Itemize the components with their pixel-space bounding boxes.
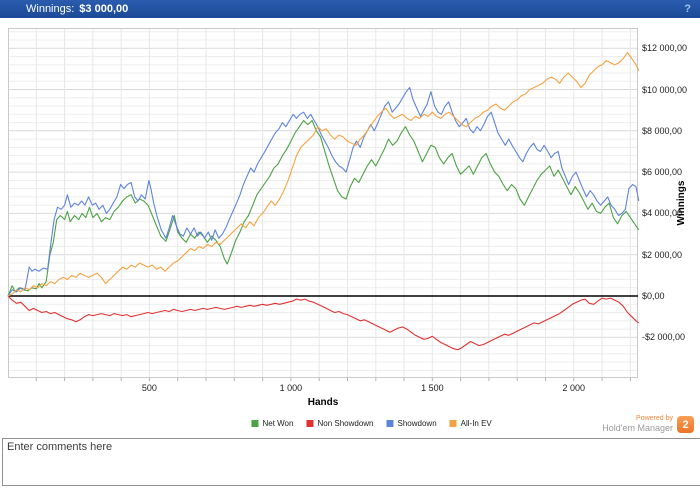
legend-label: Non Showdown <box>317 419 374 428</box>
legend-label: Showdown <box>397 419 437 428</box>
winnings-title-label: Winnings: <box>26 3 75 15</box>
x-tick-label: 1 500 <box>421 383 444 393</box>
help-icon[interactable]: ? <box>684 3 691 15</box>
legend-item[interactable]: Net Won <box>251 419 293 428</box>
legend: Net Won Non Showdown Showdown All-In EV <box>251 419 492 428</box>
y-tick-label: $6 000,00 <box>642 167 683 178</box>
comments-input[interactable]: Enter comments here <box>2 438 700 486</box>
legend-swatch-icon <box>449 420 457 427</box>
x-axis-title: Hands <box>307 397 339 408</box>
title-bar: Winnings: $3 000,00 ? <box>0 0 700 18</box>
legend-swatch-icon <box>251 420 259 427</box>
legend-label: Net Won <box>262 419 294 428</box>
series-non-showdown <box>7 295 640 351</box>
holdem-manager-logo: Powered by Hold'em Manager 2 <box>602 413 694 436</box>
y-tick-label: $8 000,00 <box>642 125 683 136</box>
x-tick-label: 1 000 <box>279 383 303 393</box>
legend-swatch-icon <box>386 420 394 427</box>
winnings-title-value: $3 000,00 <box>79 3 129 15</box>
y-tick-label: $0,00 <box>642 291 665 302</box>
y-tick-label: $4 000,00 <box>642 208 683 219</box>
legend-label: All-In EV <box>460 419 492 428</box>
legend-item[interactable]: Showdown <box>386 419 437 428</box>
y-tick-label: $2 000,00 <box>642 249 683 260</box>
y-tick-label: $10 000,00 <box>642 84 688 95</box>
y-axis-title: Winnings <box>676 180 687 226</box>
powered-by-text: Powered by <box>636 415 673 423</box>
legend-item[interactable]: All-In EV <box>449 419 492 428</box>
chart-footer: Net Won Non Showdown Showdown All-In EV Pow… <box>0 412 700 437</box>
brand-badge-icon: 2 <box>677 416 694 433</box>
x-tick-label: 2 000 <box>562 383 586 393</box>
plot-border <box>8 28 638 378</box>
plot-svg <box>7 28 640 381</box>
y-tick-label: -$2 000,00 <box>642 332 686 343</box>
series-all-in-ev <box>7 51 640 297</box>
chart-area: Hands Winnings $12 000,00 $10 000,00 $8 00… <box>0 18 700 412</box>
legend-item[interactable]: Non Showdown <box>306 419 374 428</box>
x-tick-label: 500 <box>141 383 157 393</box>
legend-swatch-icon <box>306 420 314 427</box>
brand-text: Hold'em Manager <box>602 423 673 434</box>
series-showdown <box>7 86 640 297</box>
y-tick-label: $12 000,00 <box>642 43 688 54</box>
series-net-won <box>7 119 640 297</box>
